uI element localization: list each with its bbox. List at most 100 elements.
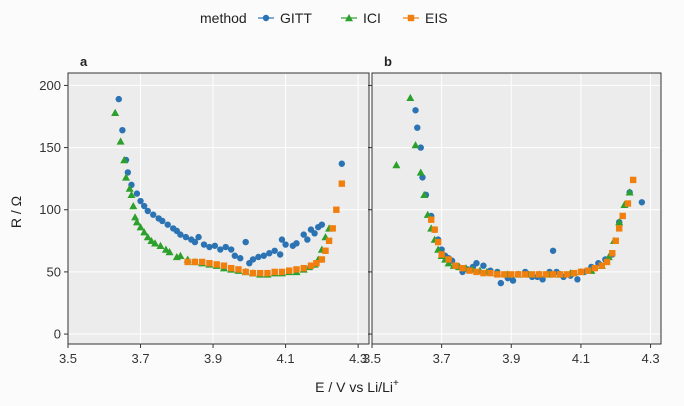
point-eis <box>184 258 191 266</box>
point-eis <box>191 258 199 266</box>
point-eis <box>235 266 242 273</box>
point-gitt <box>137 197 144 205</box>
point-gitt <box>509 277 517 284</box>
point-eis <box>616 225 623 232</box>
point-ici <box>434 245 443 253</box>
legend-label-gitt: GITT <box>280 10 312 26</box>
y-tick-label: 150 <box>39 140 61 155</box>
point-gitt <box>473 259 480 267</box>
point-ici <box>143 233 152 241</box>
point-eis <box>313 259 320 267</box>
point-gitt <box>419 174 426 181</box>
point-gitt <box>549 247 557 254</box>
point-eis <box>466 267 473 274</box>
point-gitt <box>191 238 199 246</box>
point-ici <box>122 173 131 181</box>
point-gitt <box>227 246 235 253</box>
point-gitt <box>211 242 219 249</box>
legend-item-eis: EIS <box>403 10 448 26</box>
point-gitt <box>115 95 122 103</box>
point-eis <box>473 268 480 276</box>
x-axis-label: E / V vs Li/Li+ <box>315 378 399 395</box>
legend-marker-eis <box>407 14 415 22</box>
series-gitt-a <box>115 95 346 267</box>
point-eis <box>549 271 557 278</box>
point-eis <box>629 176 637 184</box>
point-eis <box>542 271 550 278</box>
x-axis-label-main: E / V vs Li/Li <box>315 379 393 395</box>
point-gitt <box>417 144 424 151</box>
point-eis <box>570 269 578 277</box>
point-ici <box>125 184 134 192</box>
point-eis <box>293 266 300 273</box>
point-ici <box>625 188 634 196</box>
point-gitt <box>271 247 278 254</box>
point-eis <box>494 271 501 278</box>
point-ici <box>176 251 185 259</box>
point-ici <box>416 168 425 176</box>
point-eis <box>452 262 459 269</box>
point-eis <box>609 250 616 257</box>
point-gitt <box>266 250 273 257</box>
point-eis <box>612 237 619 245</box>
point-eis <box>438 251 445 258</box>
point-gitt <box>242 238 249 246</box>
point-eis <box>213 261 220 268</box>
point-gitt <box>282 241 289 248</box>
y-tick-label: 200 <box>39 78 61 93</box>
point-ici <box>151 239 160 247</box>
point-eis <box>522 271 529 278</box>
point-ici <box>116 137 125 145</box>
y-tick-label: 0 <box>54 327 61 342</box>
x-tick-label: 4.1 <box>277 351 295 366</box>
x-tick-label: 3.7 <box>433 351 451 366</box>
point-gitt <box>276 251 284 258</box>
point-gitt <box>164 221 171 228</box>
point-gitt <box>539 276 546 283</box>
point-eis <box>338 180 346 187</box>
point-eis <box>598 262 606 269</box>
x-tick-label: 4.3 <box>642 351 660 366</box>
point-eis <box>220 262 228 269</box>
point-ici <box>111 108 120 116</box>
plot-area-b <box>372 73 661 344</box>
point-gitt <box>144 207 151 215</box>
point-ici <box>420 190 429 199</box>
point-eis <box>427 216 435 223</box>
point-gitt <box>249 256 257 263</box>
point-ici <box>136 223 145 231</box>
legend-marker-ici <box>345 14 353 22</box>
panel-label-a: a <box>80 54 88 69</box>
legend-label-eis: EIS <box>425 10 448 26</box>
legend-item-gitt: GITT <box>258 10 312 26</box>
point-gitt <box>182 233 190 241</box>
x-tick-label: 3.5 <box>59 351 77 366</box>
point-ici <box>140 228 149 236</box>
point-gitt <box>159 217 166 225</box>
point-ici <box>423 210 432 218</box>
legend: method GITT ICI EIS <box>200 10 448 26</box>
legend-marker-gitt <box>262 14 270 22</box>
point-eis <box>278 268 286 276</box>
point-eis <box>584 267 592 274</box>
point-gitt <box>304 236 311 243</box>
point-eis <box>508 271 515 278</box>
x-tick-label: 3.5 <box>363 351 381 366</box>
point-eis <box>563 271 571 278</box>
point-eis <box>556 271 564 278</box>
point-gitt <box>231 252 239 259</box>
point-ici <box>147 236 156 245</box>
point-gitt <box>497 279 505 287</box>
x-tick-label: 3.9 <box>502 351 520 366</box>
point-gitt <box>150 211 157 218</box>
point-gitt <box>318 221 326 228</box>
point-ici <box>444 259 453 267</box>
x-tick-label: 4.3 <box>349 351 367 366</box>
point-eis <box>286 267 293 274</box>
point-eis <box>528 271 536 278</box>
point-eis <box>322 247 329 254</box>
point-eis <box>624 200 632 207</box>
point-eis <box>501 271 508 278</box>
point-ici <box>411 141 420 149</box>
point-ici <box>120 156 129 164</box>
